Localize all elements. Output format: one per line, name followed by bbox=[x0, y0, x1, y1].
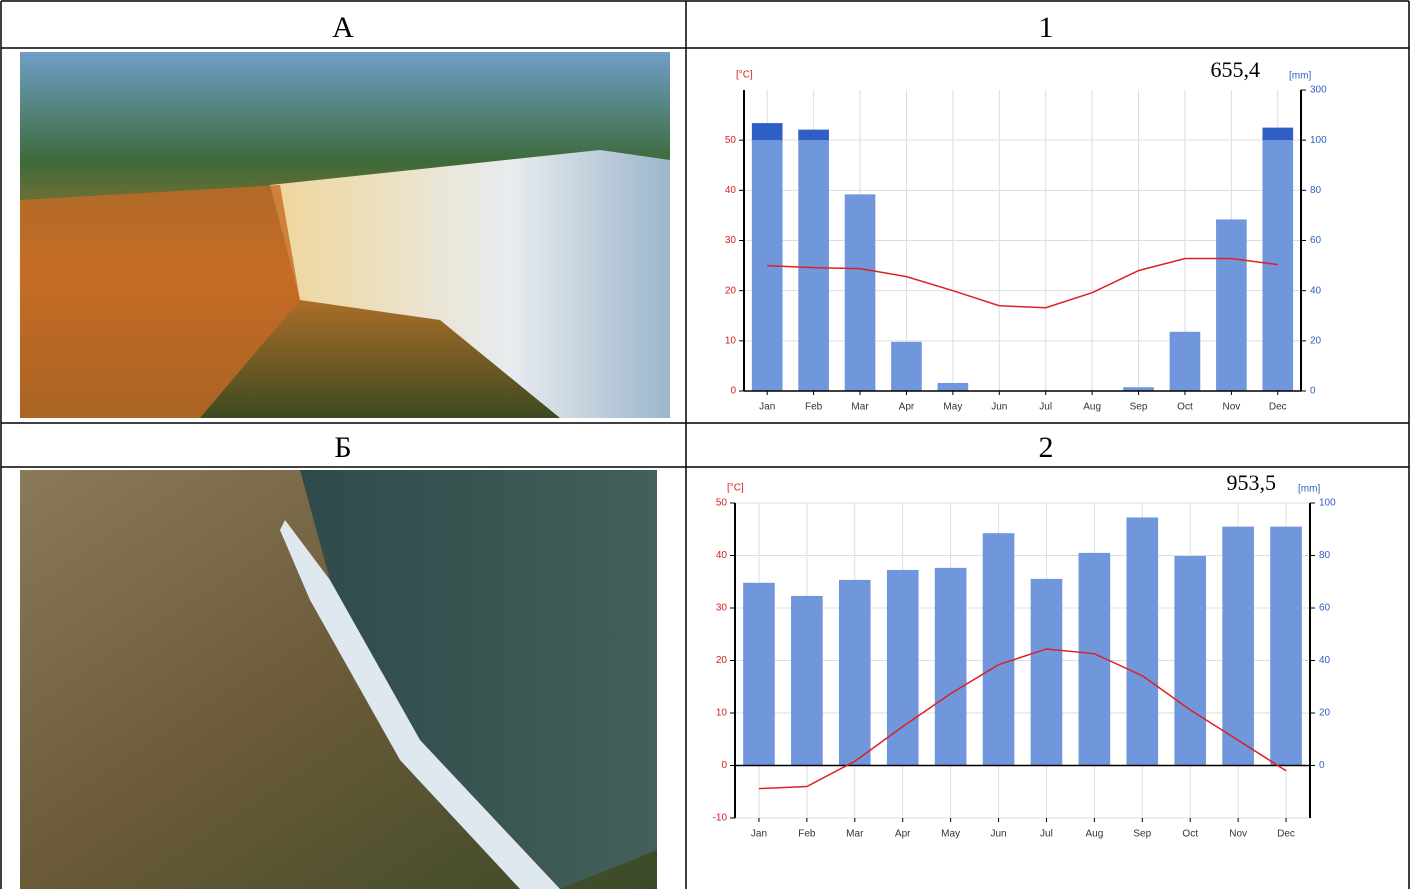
y2-tick-label: 80 bbox=[1319, 550, 1331, 561]
bar bbox=[798, 140, 829, 391]
y2-tick-label: 60 bbox=[1319, 603, 1331, 614]
y-axis-label: [°C] bbox=[727, 483, 744, 494]
bar-upper bbox=[798, 129, 829, 141]
y2-tick-label: 80 bbox=[1310, 185, 1322, 196]
y-tick-label: 20 bbox=[716, 655, 728, 666]
x-tick-label: Jul bbox=[1040, 829, 1053, 840]
photo-cliff bbox=[20, 185, 300, 418]
y-tick-label: 30 bbox=[725, 235, 737, 246]
x-tick-label: Feb bbox=[805, 402, 823, 413]
y2-tick-label: 20 bbox=[1319, 708, 1331, 719]
y2-tick-label: 100 bbox=[1319, 498, 1336, 509]
x-tick-label: Mar bbox=[846, 829, 864, 840]
y2-tick-label: 0 bbox=[1310, 386, 1316, 397]
bar bbox=[1174, 556, 1207, 766]
y-tick-label: 0 bbox=[721, 760, 727, 771]
y2-tick-label: 20 bbox=[1310, 335, 1322, 346]
bar bbox=[937, 382, 969, 391]
bar bbox=[1262, 140, 1294, 391]
y2-tick-label: 60 bbox=[1310, 235, 1322, 246]
x-tick-label: Aug bbox=[1085, 829, 1103, 840]
photo-falls bbox=[280, 520, 560, 889]
x-tick-label: Jan bbox=[751, 829, 767, 840]
y-tick-label: 10 bbox=[725, 335, 737, 346]
bar bbox=[844, 194, 876, 391]
bar-upper bbox=[751, 123, 783, 141]
y-tick-label: 10 bbox=[716, 708, 728, 719]
bar bbox=[934, 567, 967, 766]
y2-tick-label: 40 bbox=[1319, 655, 1331, 666]
bar bbox=[1030, 578, 1063, 766]
photo-river bbox=[300, 470, 657, 889]
y-tick-label: 20 bbox=[725, 285, 737, 296]
cell-header: Б bbox=[334, 431, 351, 464]
bar bbox=[886, 569, 919, 766]
temperature-line bbox=[758, 648, 1287, 790]
precipitation-total: 655,4 bbox=[1211, 57, 1261, 82]
y-tick-label: -10 bbox=[713, 813, 728, 824]
y-axis-label: [°C] bbox=[736, 70, 753, 81]
bar bbox=[1216, 219, 1247, 391]
y2-tick-label: 0 bbox=[1319, 760, 1325, 771]
y-tick-label: 50 bbox=[725, 135, 737, 146]
x-tick-label: Apr bbox=[895, 829, 911, 840]
y-tick-label: 0 bbox=[730, 386, 736, 397]
bar bbox=[1126, 517, 1159, 766]
bar bbox=[743, 582, 775, 766]
x-tick-label: Sep bbox=[1130, 402, 1148, 413]
precipitation-total: 953,5 bbox=[1227, 470, 1277, 495]
bar bbox=[982, 533, 1015, 766]
x-tick-label: Jul bbox=[1039, 402, 1052, 413]
cell-header: А bbox=[332, 11, 354, 44]
x-tick-label: Dec bbox=[1269, 402, 1287, 413]
y-tick-label: 40 bbox=[716, 550, 728, 561]
y2-axis-label: [mm] bbox=[1298, 484, 1320, 495]
x-tick-label: Feb bbox=[798, 829, 816, 840]
x-tick-label: Sep bbox=[1133, 829, 1151, 840]
bar-upper bbox=[1262, 127, 1294, 141]
bar bbox=[1222, 526, 1254, 766]
y-tick-label: 50 bbox=[716, 498, 728, 509]
x-tick-label: Jun bbox=[990, 829, 1006, 840]
y2-axis-label: [mm] bbox=[1289, 71, 1311, 82]
bar bbox=[1169, 331, 1201, 391]
x-tick-label: Jun bbox=[991, 402, 1007, 413]
y-tick-label: 30 bbox=[716, 603, 728, 614]
x-tick-label: May bbox=[943, 402, 962, 413]
x-tick-label: Aug bbox=[1083, 402, 1101, 413]
cell-header: 2 bbox=[1039, 431, 1054, 464]
x-tick-label: Jan bbox=[759, 402, 775, 413]
bar bbox=[838, 579, 871, 766]
x-tick-label: Oct bbox=[1177, 402, 1193, 413]
x-tick-label: Oct bbox=[1182, 829, 1198, 840]
x-tick-label: Nov bbox=[1222, 402, 1240, 413]
bar bbox=[891, 341, 922, 391]
y2-tick-label: 40 bbox=[1310, 285, 1322, 296]
bar bbox=[1270, 526, 1302, 766]
y-tick-label: 40 bbox=[725, 185, 737, 196]
photo-waterfall bbox=[270, 150, 670, 418]
x-tick-label: Nov bbox=[1229, 829, 1247, 840]
x-tick-label: Apr bbox=[899, 402, 915, 413]
y2-tick-label: 300 bbox=[1310, 85, 1327, 96]
bar bbox=[1123, 387, 1154, 391]
x-tick-label: Dec bbox=[1277, 829, 1295, 840]
x-tick-label: Mar bbox=[851, 402, 869, 413]
x-tick-label: May bbox=[941, 829, 960, 840]
temperature-line bbox=[767, 257, 1278, 309]
cell-header: 1 bbox=[1039, 11, 1054, 44]
y2-tick-label: 100 bbox=[1310, 135, 1327, 146]
bar bbox=[791, 595, 823, 766]
